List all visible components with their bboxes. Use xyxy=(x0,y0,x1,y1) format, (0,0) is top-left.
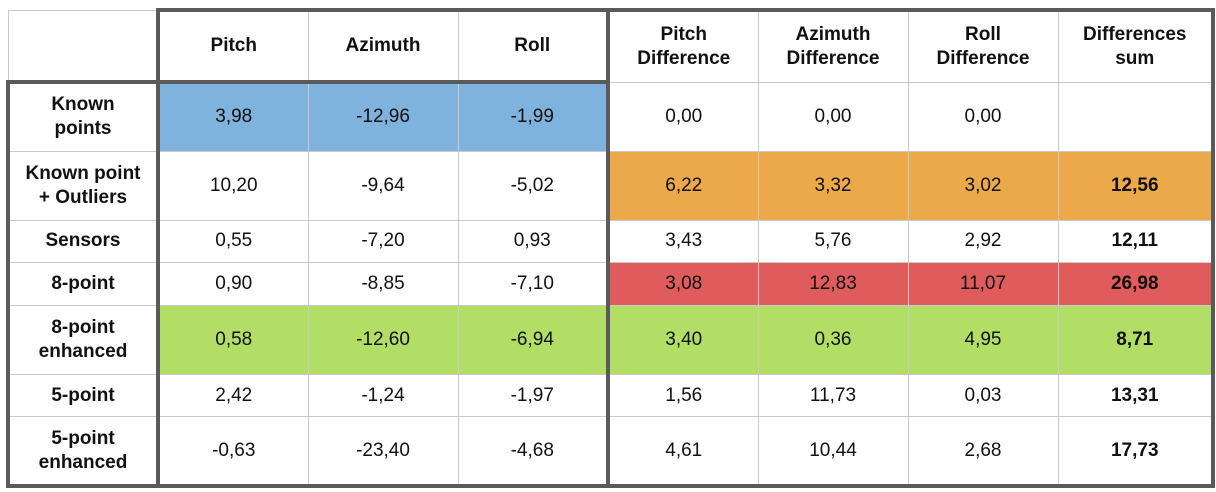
cell-pitch-difference: 3,08 xyxy=(607,262,759,306)
cell-differences-sum: 17,73 xyxy=(1057,416,1215,489)
cell-roll: -6,94 xyxy=(457,304,610,375)
col-header-azimuth: Azimuth xyxy=(307,8,459,83)
cell-azimuth: -1,24 xyxy=(307,373,459,418)
cell-azimuth: -23,40 xyxy=(307,416,459,489)
table-row: Sensors 0,55 -7,20 0,93 3,43 5,76 2,92 1… xyxy=(6,219,1215,264)
cell-azimuth-difference: 0,00 xyxy=(757,81,909,152)
cell-roll: 0,93 xyxy=(457,219,610,264)
row-header: Sensors xyxy=(6,219,160,264)
cell-differences-sum: 12,11 xyxy=(1057,219,1215,264)
cell-pitch: -0,63 xyxy=(157,416,309,489)
cell-differences-sum: 12,56 xyxy=(1057,150,1215,221)
cell-roll-difference: 4,95 xyxy=(907,304,1059,375)
cell-roll: -7,10 xyxy=(457,262,610,306)
cell-azimuth-difference: 0,36 xyxy=(757,304,909,375)
header-row: Pitch Azimuth Roll Pitch Difference Azimu… xyxy=(7,8,1215,83)
cell-roll-difference: 2,92 xyxy=(907,219,1059,264)
table-row: 8-point 0,90 -8,85 -7,10 3,08 12,83 11,0… xyxy=(6,262,1215,306)
cell-roll-difference: 2,68 xyxy=(907,416,1059,489)
cell-pitch: 2,42 xyxy=(157,373,309,418)
cell-roll-difference: 11,07 xyxy=(907,262,1059,306)
cell-differences-sum: 13,31 xyxy=(1057,373,1215,418)
cell-differences-sum: 26,98 xyxy=(1057,262,1215,306)
cell-pitch: 3,98 xyxy=(157,79,309,152)
table-row: Known point + Outliers 10,20 -9,64 -5,02 … xyxy=(6,150,1215,221)
row-header: 8-point xyxy=(6,262,160,306)
cell-differences-sum xyxy=(1057,81,1215,152)
cell-azimuth-difference: 11,73 xyxy=(757,373,909,418)
table-row: 5-point enhanced -0,63 -23,40 -4,68 4,61 … xyxy=(6,416,1215,489)
cell-pitch: 0,90 xyxy=(157,262,309,306)
cell-azimuth-difference: 5,76 xyxy=(757,219,909,264)
cell-azimuth: -9,64 xyxy=(307,150,459,221)
cell-roll: -1,97 xyxy=(457,373,610,418)
cell-roll-difference: 0,00 xyxy=(907,81,1059,152)
table-row: 8-point enhanced 0,58 -12,60 -6,94 3,40 0… xyxy=(6,304,1215,375)
row-header: Known points xyxy=(6,79,160,152)
cell-pitch-difference: 1,56 xyxy=(607,373,759,418)
cell-differences-sum: 8,71 xyxy=(1057,304,1215,375)
results-table: Pitch Azimuth Roll Pitch Difference Azimu… xyxy=(6,8,1215,489)
col-header-differences-sum: Differences sum xyxy=(1057,8,1215,83)
cell-roll: -1,99 xyxy=(457,79,610,152)
cell-pitch: 0,55 xyxy=(157,219,309,264)
row-header: 8-point enhanced xyxy=(6,304,160,375)
cell-azimuth-difference: 10,44 xyxy=(757,416,909,489)
cell-azimuth: -8,85 xyxy=(307,262,459,306)
table-row: 5-point 2,42 -1,24 -1,97 1,56 11,73 0,03… xyxy=(6,373,1215,418)
cell-pitch-difference: 0,00 xyxy=(607,81,759,152)
cell-azimuth: -12,96 xyxy=(307,79,459,152)
col-header-pitch-difference: Pitch Difference xyxy=(607,8,759,83)
cell-azimuth: -12,60 xyxy=(307,304,459,375)
cell-azimuth: -7,20 xyxy=(307,219,459,264)
cell-pitch: 0,58 xyxy=(157,304,309,375)
row-header: 5-point xyxy=(6,373,160,418)
col-header-pitch: Pitch xyxy=(157,8,309,83)
row-header: Known point + Outliers xyxy=(6,150,160,221)
row-header: 5-point enhanced xyxy=(6,416,160,489)
cell-roll-difference: 0,03 xyxy=(907,373,1059,418)
cell-roll: -4,68 xyxy=(457,416,610,489)
cell-pitch-difference: 3,43 xyxy=(607,219,759,264)
cell-roll-difference: 3,02 xyxy=(907,150,1059,221)
cell-pitch-difference: 6,22 xyxy=(607,150,759,221)
cell-roll: -5,02 xyxy=(457,150,610,221)
cell-pitch-difference: 3,40 xyxy=(607,304,759,375)
cell-azimuth-difference: 12,83 xyxy=(757,262,909,306)
col-header-azimuth-difference: Azimuth Difference xyxy=(757,8,909,83)
col-header-roll-difference: Roll Difference xyxy=(907,8,1059,83)
cell-azimuth-difference: 3,32 xyxy=(757,150,909,221)
col-header-roll: Roll xyxy=(457,8,610,83)
cell-pitch-difference: 4,61 xyxy=(607,416,759,489)
corner-cell xyxy=(7,9,160,83)
cell-pitch: 10,20 xyxy=(157,150,309,221)
table-row: Known points 3,98 -12,96 -1,99 0,00 0,00 … xyxy=(6,79,1215,152)
